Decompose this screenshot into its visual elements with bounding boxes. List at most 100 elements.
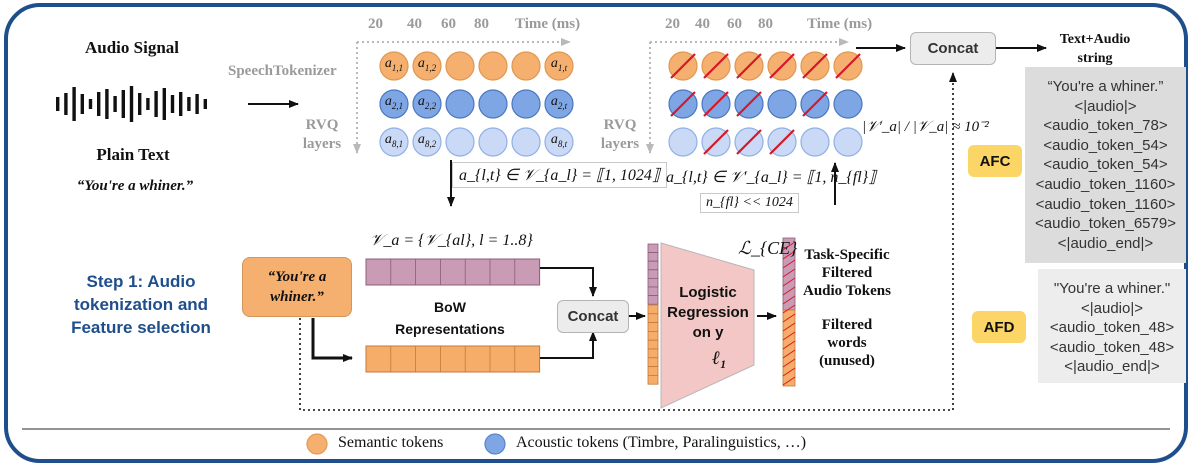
token-line: <|audio|>	[1080, 299, 1143, 317]
removed-token-mark	[769, 53, 795, 79]
removed-token-mark	[703, 53, 729, 79]
token-line: <audio_token_48>	[1049, 319, 1175, 337]
time-tick: 40	[695, 16, 710, 32]
token-circle	[833, 127, 863, 157]
removed-token-mark	[835, 53, 861, 79]
removed-token-mark	[802, 91, 828, 117]
afc-token-list: “You're a whiner.” <|audio|> <audio_toke…	[1025, 77, 1186, 253]
l1-label: ℓ₁	[712, 348, 727, 369]
bow-label: BoW Representations	[395, 299, 505, 337]
legend-acoustic-label: Acoustic tokens (Timbre, Paralinguistics…	[516, 434, 807, 451]
removed-token-mark	[736, 129, 762, 155]
plain-text-title: Plain Text	[96, 145, 170, 164]
bow-bar-semantic	[365, 345, 541, 373]
token-circle	[767, 89, 797, 119]
semantic-legend-icon	[306, 433, 328, 455]
token-line: <audio_token_54>	[1043, 156, 1168, 174]
token-label: a1,t	[550, 56, 568, 73]
speechtokenizer-label: SpeechTokenizer	[228, 63, 337, 79]
token-circle	[478, 127, 508, 157]
token-grid-left	[379, 51, 574, 157]
token-line: <audio_token_54>	[1043, 136, 1168, 154]
removed-token-mark	[769, 129, 795, 155]
time-axis-label: Time (ms)	[807, 16, 873, 32]
logistic-regression-block	[660, 242, 755, 409]
plain-text-value: “You're a whiner.”	[76, 178, 194, 194]
token-line: <audio_token_78>	[1043, 117, 1168, 135]
token-line: <audio_token_48>	[1049, 338, 1175, 356]
removed-token-mark	[670, 91, 696, 117]
token-circle	[544, 51, 574, 81]
waveform-bar	[129, 86, 134, 122]
concat-middle-button: Concat	[557, 300, 629, 333]
token-label: a8,2	[417, 132, 437, 149]
logistic-regression-label: Logistic Regression on y	[667, 284, 749, 341]
time-tick: 80	[474, 16, 489, 32]
waveform-bar	[179, 92, 183, 116]
token-circle	[544, 127, 574, 157]
token-circle	[544, 89, 574, 119]
token-circle	[412, 89, 442, 119]
waveform-bar	[72, 87, 76, 121]
afc-panel	[1025, 67, 1186, 263]
audio-signal-title: Audio Signal	[84, 38, 179, 57]
waveform-icon	[56, 86, 207, 122]
waveform-bar	[88, 99, 93, 109]
token-circle	[412, 51, 442, 81]
token-circle	[478, 51, 508, 81]
waveform-bar	[105, 89, 109, 119]
waveform-bar	[121, 90, 125, 118]
token-circle	[511, 89, 541, 119]
token-line: <audio_token_1160>	[1035, 175, 1176, 193]
removed-token-mark	[736, 53, 762, 79]
token-circle	[833, 89, 863, 119]
task-specific-label: Task-Specific Filtered Audio Tokens	[803, 247, 891, 299]
outer-frame	[4, 3, 1188, 463]
removed-token-mark	[802, 53, 828, 79]
step-title: Step 1: Audio tokenization and Feature sel…	[71, 272, 211, 337]
token-label: a2,2	[417, 94, 437, 111]
waveform-bar	[203, 99, 207, 109]
output-title: Text+Audio string	[1059, 32, 1131, 66]
token-label: a2,t	[550, 94, 568, 111]
afd-badge: AFD	[972, 311, 1026, 343]
nfl-constraint: n_{fl} << 1024	[700, 193, 799, 213]
token-line: <|audio|>	[1074, 97, 1137, 115]
token-label: a1,1	[384, 56, 404, 73]
vocab-right-formula: a_{l,t} ∈ 𝒱′_{a_l} = ⟦1, n_{fl}⟧	[666, 169, 877, 186]
concat-top-button: Concat	[910, 32, 996, 65]
time-tick: 40	[407, 16, 422, 32]
token-circle	[445, 127, 475, 157]
token-circle	[800, 127, 830, 157]
vocab-left-formula: a_{l,t} ∈ 𝒱_{a_l} = ⟦1, 1024⟧	[452, 162, 667, 188]
afd-panel	[1038, 269, 1186, 383]
waveform-bar	[146, 98, 150, 110]
token-line: <audio_token_6579>	[1035, 215, 1176, 233]
waveform-bar	[187, 97, 191, 111]
time-tick: 20	[665, 16, 680, 32]
waveform-bar	[170, 95, 175, 113]
rvq-layers-right: RVQ layers	[600, 117, 640, 152]
vocab-ratio: |𝒱′_a| / |𝒱_a| ≈ 10⁻²	[862, 119, 989, 135]
token-line: <|audio_end|>	[1057, 234, 1154, 252]
input-text-box: “You're a whiner.”	[242, 257, 352, 317]
token-label: a2,1	[384, 94, 404, 111]
token-circle	[379, 127, 409, 157]
token-circle	[412, 127, 442, 157]
afd-token-list: "You're a whiner." <|audio|> <audio_toke…	[1038, 279, 1186, 377]
waveform-bar	[97, 92, 101, 116]
time-tick: 60	[727, 16, 742, 32]
filtered-words-label: Filtered words (unused)	[819, 317, 875, 369]
token-circle	[668, 127, 698, 157]
afc-badge: AFC	[968, 145, 1022, 177]
waveform-bar	[80, 94, 84, 114]
token-label: a8,1	[384, 132, 404, 149]
token-circle	[379, 89, 409, 119]
token-line: <|audio_end|>	[1064, 358, 1160, 376]
token-circle	[511, 51, 541, 81]
token-line: "You're a whiner."	[1053, 280, 1171, 297]
waveform-bar	[64, 93, 68, 115]
dotted-text-path	[299, 72, 957, 411]
